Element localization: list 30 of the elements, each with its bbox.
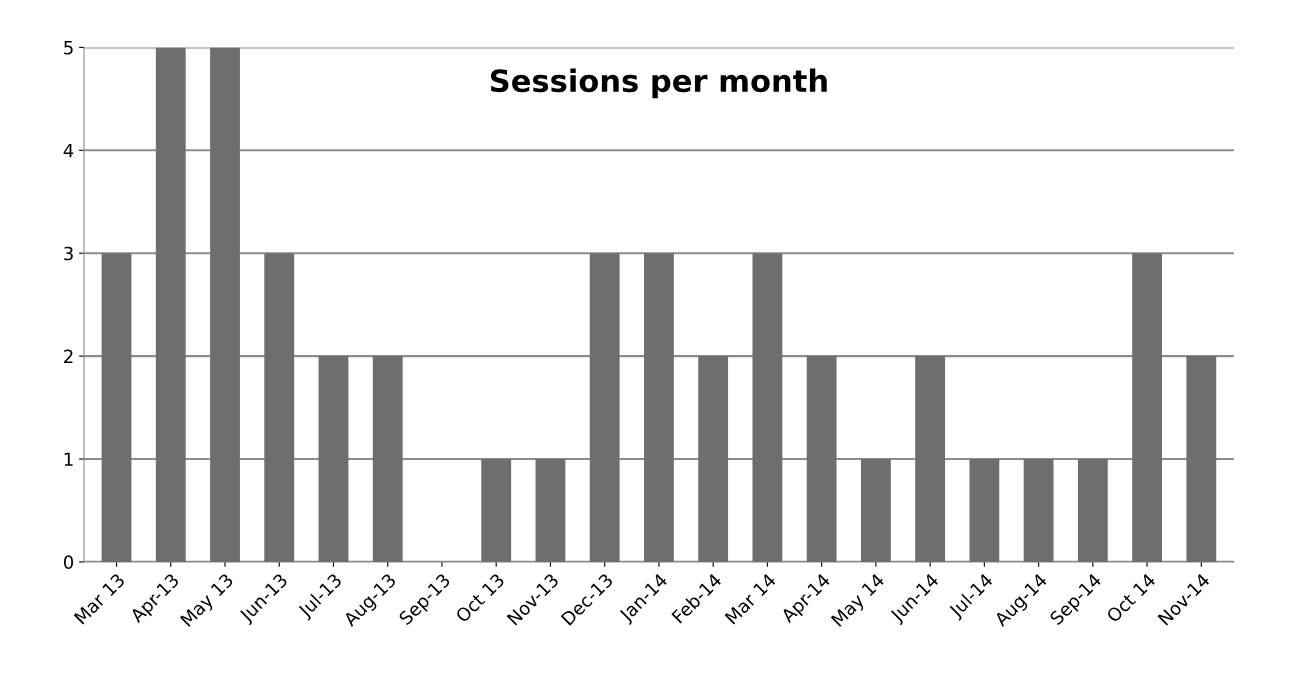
bar — [1186, 356, 1217, 562]
y-tick-label: 5 — [64, 41, 73, 55]
y-tick-label: 4 — [63, 143, 74, 158]
bar — [535, 459, 566, 562]
x-tick-label: Mar 14 — [724, 572, 777, 625]
bar — [1132, 253, 1162, 562]
bar — [372, 356, 403, 562]
y-tick-label: 2 — [64, 349, 73, 363]
bar — [1077, 459, 1108, 562]
bar — [589, 253, 620, 562]
bar — [752, 253, 783, 562]
x-tick-label: Oct 13 — [454, 572, 506, 624]
y-tick-label: 0 — [63, 555, 74, 570]
bar — [969, 459, 1000, 562]
bar — [698, 356, 729, 562]
bar — [101, 253, 132, 562]
bar — [264, 253, 295, 562]
x-tick-label: Oct 14 — [1105, 572, 1157, 624]
bar — [481, 459, 512, 562]
bar — [915, 356, 946, 562]
bar — [318, 356, 349, 562]
text: Sessions per month — [490, 68, 827, 99]
bar — [806, 356, 837, 562]
bar — [210, 47, 240, 562]
bar — [1023, 459, 1054, 562]
bar — [860, 459, 891, 562]
y-tick-label: 1 — [64, 452, 73, 466]
bar — [644, 253, 674, 562]
y-tick-label: 3 — [64, 246, 73, 261]
bar — [155, 47, 186, 562]
